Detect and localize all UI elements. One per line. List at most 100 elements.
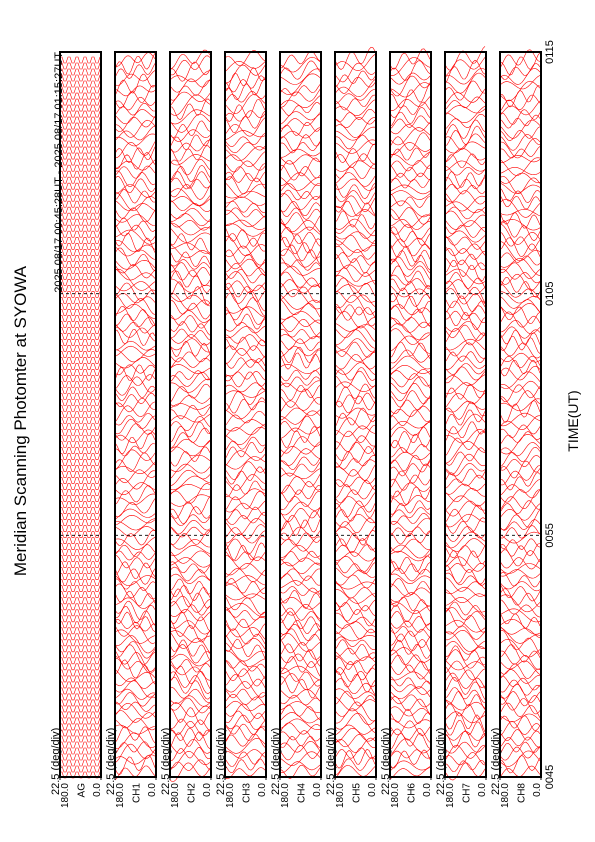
trace [499,296,541,313]
trace [169,227,211,243]
trace [169,321,211,336]
trace [60,525,101,532]
trace [444,712,486,733]
trace [334,224,376,239]
trace [114,165,156,179]
trace [169,219,211,231]
trace [169,370,211,383]
trace [499,612,541,629]
trace [279,656,321,677]
trace [334,284,376,303]
trace [444,447,486,466]
trace [114,732,156,749]
trace [114,657,156,674]
trace [60,453,101,460]
trace [499,114,541,129]
trace [499,433,541,455]
trace [499,479,541,496]
trace [224,733,266,748]
trace [334,354,376,370]
trace [279,265,321,288]
trace [169,139,211,153]
trace [224,659,266,672]
trace [389,355,431,370]
trace [114,392,156,408]
trace [169,250,211,268]
trace [444,413,486,435]
trace [60,381,101,388]
trace [389,305,431,327]
trace [114,349,156,363]
trace [224,67,266,91]
trace [389,274,431,290]
trace [60,645,101,653]
trace [224,535,266,555]
trace [224,542,266,561]
trace [499,679,541,696]
trace [499,311,541,328]
trace [114,568,156,585]
panel-frame [59,51,102,778]
trace [334,651,376,665]
trace [499,691,541,707]
trace [169,738,211,754]
trace [225,650,266,667]
trace [334,392,376,408]
x-tick-label: 0115 [544,40,556,64]
trace [499,138,541,159]
trace [169,720,211,737]
trace [334,544,376,557]
trace [334,492,376,511]
trace [60,465,101,472]
trace [279,121,321,136]
trace [224,371,266,388]
trace [224,441,266,460]
trace [499,750,541,767]
trace [224,633,266,650]
trace [279,668,321,687]
trace [114,659,156,685]
traces [60,56,101,779]
trace [444,46,486,71]
trace [114,514,156,526]
trace [444,596,486,613]
trace [224,638,266,659]
trace [279,200,321,216]
trace [334,582,376,599]
trace [444,495,486,511]
trace [389,507,431,519]
trace [444,629,486,649]
trace [334,667,376,688]
trace [499,49,541,69]
trace [60,507,101,514]
trace [444,59,486,85]
trace [444,113,486,130]
trace [444,184,486,195]
trace [60,543,101,550]
trace [60,267,101,274]
trace [224,530,266,544]
trace [389,349,431,364]
trace [224,209,266,228]
trace [499,572,541,588]
trace [114,498,156,518]
trace [114,701,156,712]
trace [169,695,211,707]
trace [444,741,486,754]
trace [389,604,431,626]
trace [444,538,486,553]
trace [224,334,266,347]
trace [389,583,431,597]
trace [389,287,431,307]
trace [169,514,211,526]
trace [279,600,321,620]
trace [169,519,211,535]
trace [279,282,321,303]
trace [389,686,431,700]
trace [389,482,431,498]
channel-label: CH2 [187,783,198,803]
trace [114,207,156,223]
trace [279,232,321,254]
trace [169,663,211,681]
trace [279,740,321,753]
